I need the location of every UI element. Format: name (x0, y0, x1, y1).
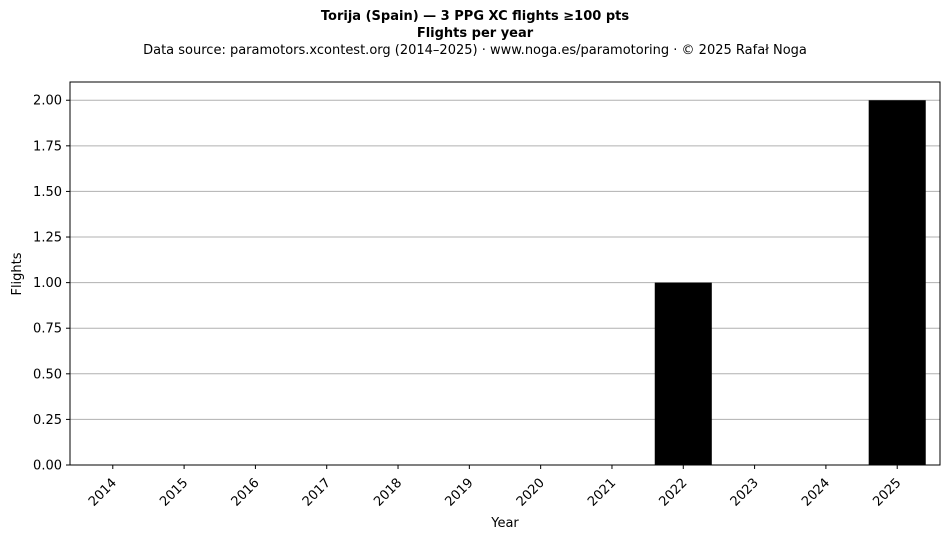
x-tick-label: 2016 (229, 476, 263, 510)
y-tick-label: 2.00 (33, 94, 62, 109)
y-tick-label: 0.50 (33, 367, 62, 382)
bars (654, 100, 926, 465)
x-tick-label: 2018 (371, 476, 405, 510)
x-tick-label: 2024 (799, 476, 833, 510)
y-gridlines (70, 99, 940, 420)
x-tick-label: 2019 (443, 476, 477, 510)
x-tick-label: 2015 (157, 476, 191, 510)
plot-frame (69, 81, 941, 466)
bar-2022 (654, 282, 712, 465)
x-tick-label: 2022 (656, 476, 690, 510)
x-tick-label: 2021 (585, 476, 619, 510)
x-tick-label: 2025 (870, 476, 904, 510)
y-tick-label: 1.75 (33, 139, 62, 154)
x-tick-label: 2020 (514, 476, 548, 510)
x-axis-label: Year (490, 516, 519, 531)
y-axis-ticks: 0.00 0.25 0.50 0.75 1.00 1.25 1.50 1.75 2.00 (33, 94, 70, 474)
x-tick-label: 2023 (728, 476, 762, 510)
chart-title: Torija (Spain) — 3 PPG XC flights ≥100 p… (320, 9, 630, 24)
y-tick-label: 1.50 (33, 185, 62, 200)
chart-subtitle: Flights per year (416, 26, 534, 41)
data-source-line: Data source: paramotors.xcontest.org (20… (143, 43, 807, 58)
bar-2025 (868, 100, 926, 465)
y-tick-label: 0.75 (33, 322, 62, 337)
y-tick-label: 0.25 (33, 413, 62, 428)
y-tick-label: 1.25 (33, 231, 62, 246)
y-tick-label: 1.00 (33, 276, 62, 291)
x-axis-ticks: 2014 2015 2016 2017 2018 2019 2020 2021 2022 2023… (86, 465, 904, 510)
x-tick-label: 2014 (86, 476, 120, 510)
y-tick-label: 0.00 (33, 459, 62, 474)
x-tick-label: 2017 (300, 476, 334, 510)
y-axis-label: Flights (10, 252, 25, 295)
